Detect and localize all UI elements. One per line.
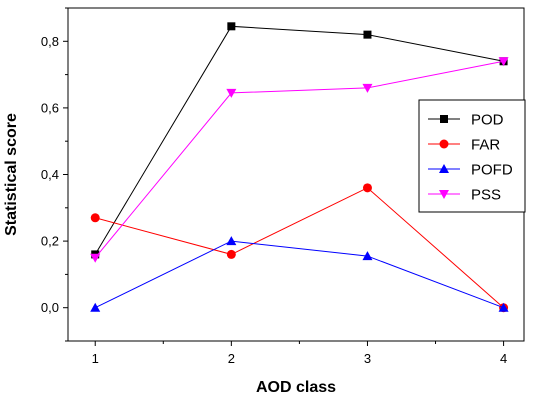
point-pss <box>498 57 509 67</box>
point-pofd <box>226 236 237 246</box>
y-tick-label: 0,4 <box>41 167 59 182</box>
point-pss <box>362 83 373 93</box>
y-tick-label: 0,6 <box>41 100 59 115</box>
legend-item-pofd: POFD <box>428 162 513 179</box>
legend: POD FAR POFD PSS <box>418 99 526 213</box>
series-line-far <box>95 187 504 309</box>
legend-label-pofd: POFD <box>471 162 513 179</box>
y-tick-label: 0,8 <box>41 34 59 49</box>
legend-marker-far <box>439 139 449 149</box>
legend-item-pss: PSS <box>428 187 501 204</box>
x-axis-title: AOD class <box>256 379 336 396</box>
point-pofd <box>498 302 509 312</box>
axis-ticks: 1 2 3 4 0,0 0,2 0,4 0,6 0,8 <box>41 7 507 366</box>
point-pofd <box>90 302 101 312</box>
legend-marker-pofd <box>439 164 449 173</box>
series-line-pod <box>94 25 504 255</box>
point-pss <box>226 88 237 98</box>
series-pss <box>90 57 509 263</box>
point-pod <box>363 30 372 39</box>
series-line-pss <box>94 60 504 259</box>
x-tick-label: 3 <box>364 351 371 366</box>
legend-marker-pss <box>439 190 449 199</box>
x-tick-label: 4 <box>500 351 507 366</box>
point-far <box>226 249 236 259</box>
point-far <box>362 183 372 193</box>
y-tick-label: 0,2 <box>41 234 59 249</box>
x-tick-label: 1 <box>92 351 99 366</box>
point-far <box>90 213 100 223</box>
x-tick-label: 2 <box>228 351 235 366</box>
point-pod <box>227 22 236 31</box>
legend-label-far: FAR <box>471 137 500 154</box>
legend-item-pod: POD <box>428 112 504 129</box>
legend-item-far: FAR <box>428 137 500 154</box>
series-pofd <box>90 236 509 312</box>
point-pofd <box>362 251 373 261</box>
y-axis-title: Statistical score <box>3 113 20 236</box>
series-line-pofd <box>95 240 504 309</box>
legend-label-pss: PSS <box>471 187 501 204</box>
series-layer <box>90 22 509 313</box>
point-pss <box>90 253 101 263</box>
legend-label-pod: POD <box>471 112 504 129</box>
legend-marker-pod <box>440 115 448 123</box>
y-tick-label: 0,0 <box>41 300 59 315</box>
